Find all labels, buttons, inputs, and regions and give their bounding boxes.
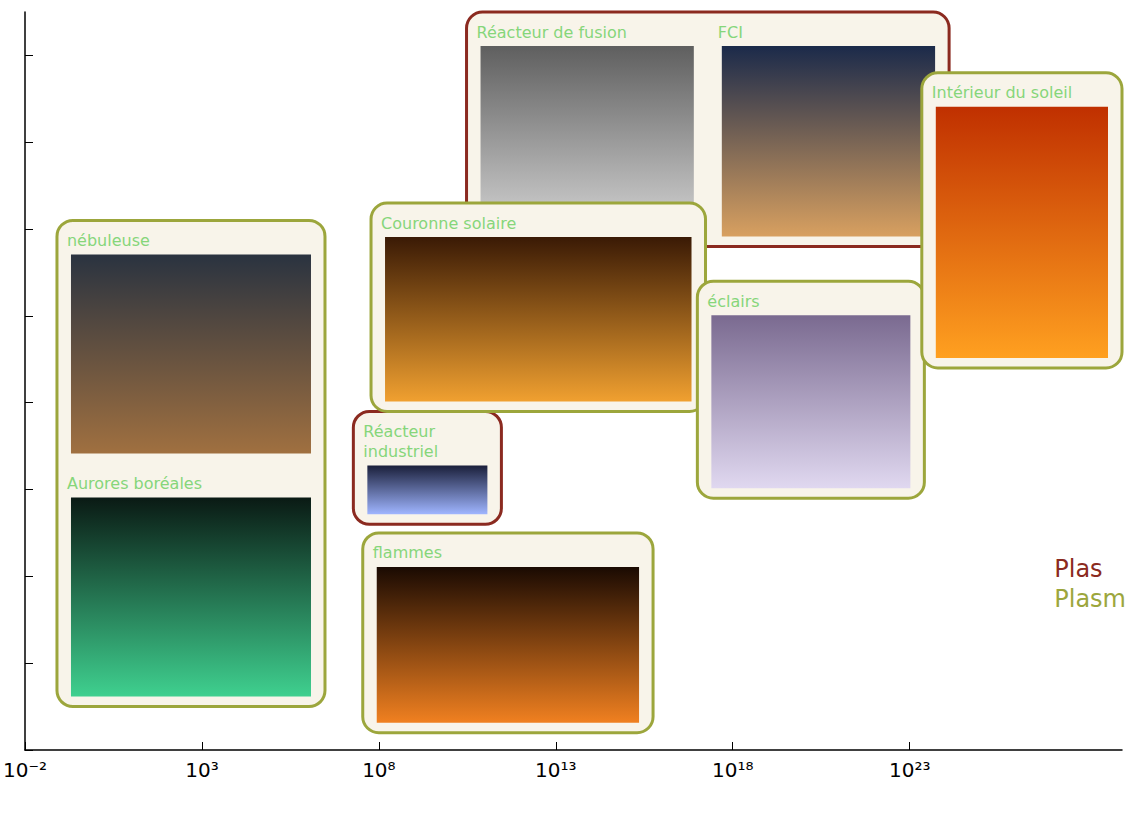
svg-text:flammes: flammes (373, 543, 442, 562)
svg-text:10⁻²: 10⁻² (3, 758, 47, 782)
svg-text:Réacteur de fusion: Réacteur de fusion (477, 23, 627, 42)
svg-text:Intérieur du soleil: Intérieur du soleil (932, 83, 1072, 102)
svg-text:10³: 10³ (185, 758, 218, 782)
svg-text:Plas: Plas (1054, 555, 1102, 583)
svg-text:nébuleuse: nébuleuse (67, 231, 150, 250)
svg-text:FCI: FCI (718, 23, 743, 42)
svg-text:industriel: industriel (363, 442, 438, 461)
svg-text:10¹⁸: 10¹⁸ (712, 758, 753, 782)
svg-text:éclairs: éclairs (707, 292, 759, 311)
svg-text:10²³: 10²³ (889, 758, 930, 782)
svg-text:Réacteur: Réacteur (363, 422, 440, 441)
svg-text:10⁸: 10⁸ (362, 758, 395, 782)
svg-text:Aurores boréales: Aurores boréales (67, 474, 202, 493)
svg-text:Plasm: Plasm (1054, 585, 1126, 613)
svg-text:Couronne solaire: Couronne solaire (381, 214, 516, 233)
svg-text:10¹³: 10¹³ (535, 758, 576, 782)
